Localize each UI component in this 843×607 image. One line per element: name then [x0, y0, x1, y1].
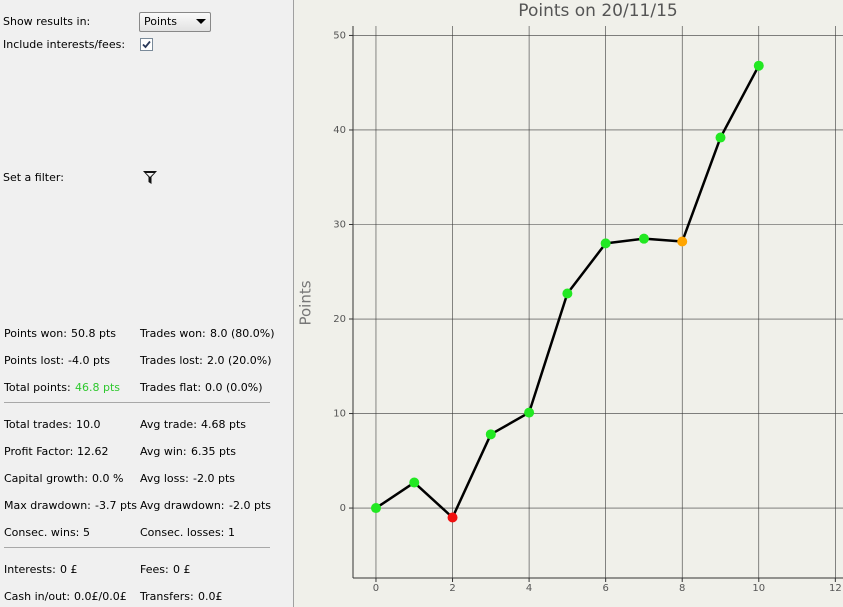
dropdown-arrow: [196, 19, 206, 24]
point-marker: [600, 238, 611, 249]
stat-label: Trades won:: [140, 327, 206, 340]
point-marker: [715, 132, 726, 143]
point-marker: [485, 429, 496, 440]
stat-value: 0 £: [173, 563, 191, 576]
stat-value: 12.62: [77, 445, 109, 458]
stat-value: 8.0 (80.0%): [210, 327, 275, 340]
stat-value: -2.0 pts: [193, 472, 235, 485]
x-tick-label: 2: [449, 583, 455, 594]
y-axis-label: Points: [297, 280, 315, 325]
stat-value: 6.35 pts: [191, 445, 237, 458]
stat-label: Points lost:: [4, 354, 65, 367]
stat-value: 0 £: [60, 563, 78, 576]
check-mark: [142, 40, 151, 49]
stat-value: 5: [83, 526, 90, 539]
stat-value: -2.0 pts: [229, 499, 271, 512]
x-tick-label: 8: [679, 583, 685, 594]
stat-label: Avg loss:: [140, 472, 189, 485]
point-marker: [447, 512, 458, 523]
chart-title: Points on 20/11/15: [518, 1, 677, 21]
stat-label: Avg win:: [140, 445, 187, 458]
point-marker: [524, 407, 535, 418]
x-tick-label: 4: [526, 583, 532, 594]
divider: [293, 0, 294, 607]
stat-label: Trades flat:: [140, 381, 202, 394]
stat-value: 4.68 pts: [201, 418, 247, 431]
stat-value: 1: [228, 526, 235, 539]
point-marker: [409, 477, 420, 488]
y-tick-label: 20: [333, 314, 346, 325]
stat-label: Capital growth:: [4, 472, 89, 485]
stat-label: Avg trade:: [140, 418, 197, 431]
x-tick-label: 6: [602, 583, 608, 594]
dropdown-value: Points: [144, 15, 178, 28]
dropdown[interactable]: Points: [139, 12, 211, 32]
y-tick-label: 10: [333, 409, 346, 420]
stat-label: Avg drawdown:: [140, 499, 225, 512]
x-tick-label: 0: [373, 583, 379, 594]
chart-background: [294, 0, 843, 607]
stat-label: Fees:: [140, 563, 169, 576]
stat-value: 0.0 (0.0%): [205, 381, 263, 394]
y-tick-label: 30: [333, 219, 346, 230]
point-marker: [753, 60, 764, 71]
separator: [4, 547, 270, 548]
label: Include interests/fees:: [3, 38, 126, 51]
stat-label: Transfers:: [140, 590, 194, 603]
stat-value: 46.8 pts: [75, 381, 121, 394]
chart: Points on 20/11/15 Points 0 10 20 30 40 50 0 2 4…: [294, 0, 843, 607]
stat-value: -3.7 pts: [95, 499, 137, 512]
stat-label: Max drawdown:: [4, 499, 91, 512]
stat-label: Points won:: [4, 327, 67, 340]
stat-value: 2.0 (20.0%): [207, 354, 272, 367]
stat-value: 10.0: [76, 418, 101, 431]
checkbox[interactable]: [140, 38, 153, 51]
stat-label: Cash in/out:: [4, 590, 71, 603]
stat-value: 0.0 %: [92, 472, 124, 485]
separator: [4, 402, 270, 403]
stat-label: Trades lost:: [140, 354, 203, 367]
y-tick-label: 50: [333, 30, 346, 41]
stat-label: Total trades:: [4, 418, 72, 431]
stat-label: Consec. losses:: [140, 526, 225, 539]
stat-value: -4.0 pts: [68, 354, 110, 367]
stat-label: Profit Factor:: [4, 445, 74, 458]
y-tick-label: 40: [333, 125, 346, 136]
y-tick-label: 0: [340, 503, 346, 514]
label: Show results in:: [3, 15, 91, 28]
label: Set a filter:: [3, 171, 64, 184]
point-marker: [370, 503, 381, 514]
stat-label: Total points:: [4, 381, 71, 394]
x-tick-label: 10: [752, 583, 765, 594]
point-marker: [677, 236, 688, 247]
stat-value: 50.8 pts: [71, 327, 117, 340]
stat-label: Consec. wins:: [4, 526, 80, 539]
filter-icon[interactable]: [142, 169, 158, 185]
left-panel: Show results in: Points Include interest…: [0, 0, 293, 607]
point-marker: [638, 233, 649, 244]
stat-value: 0.0£: [198, 590, 223, 603]
stat-value: 0.0£/0.0£: [74, 590, 127, 603]
stat-label: Interests:: [4, 563, 56, 576]
x-tick-label: 12: [829, 583, 842, 594]
point-marker: [562, 288, 573, 299]
